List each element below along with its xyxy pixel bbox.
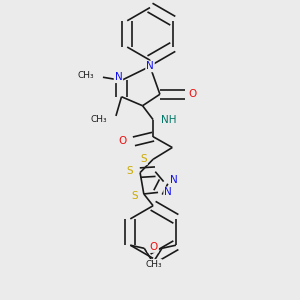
- Text: O: O: [148, 242, 156, 252]
- Text: O: O: [188, 89, 196, 99]
- Text: N: N: [164, 188, 172, 197]
- Text: S: S: [140, 154, 147, 164]
- Text: CH₃: CH₃: [145, 260, 162, 269]
- Text: O: O: [119, 136, 127, 146]
- Text: CH₃: CH₃: [144, 260, 161, 269]
- Text: NH: NH: [161, 115, 176, 125]
- Text: CH₃: CH₃: [90, 115, 107, 124]
- Text: N: N: [115, 72, 122, 82]
- Text: S: S: [131, 190, 138, 200]
- Text: O: O: [150, 242, 158, 252]
- Text: N: N: [170, 175, 178, 185]
- Text: S: S: [127, 166, 133, 176]
- Text: CH₃: CH₃: [77, 71, 94, 80]
- Text: N: N: [146, 61, 154, 71]
